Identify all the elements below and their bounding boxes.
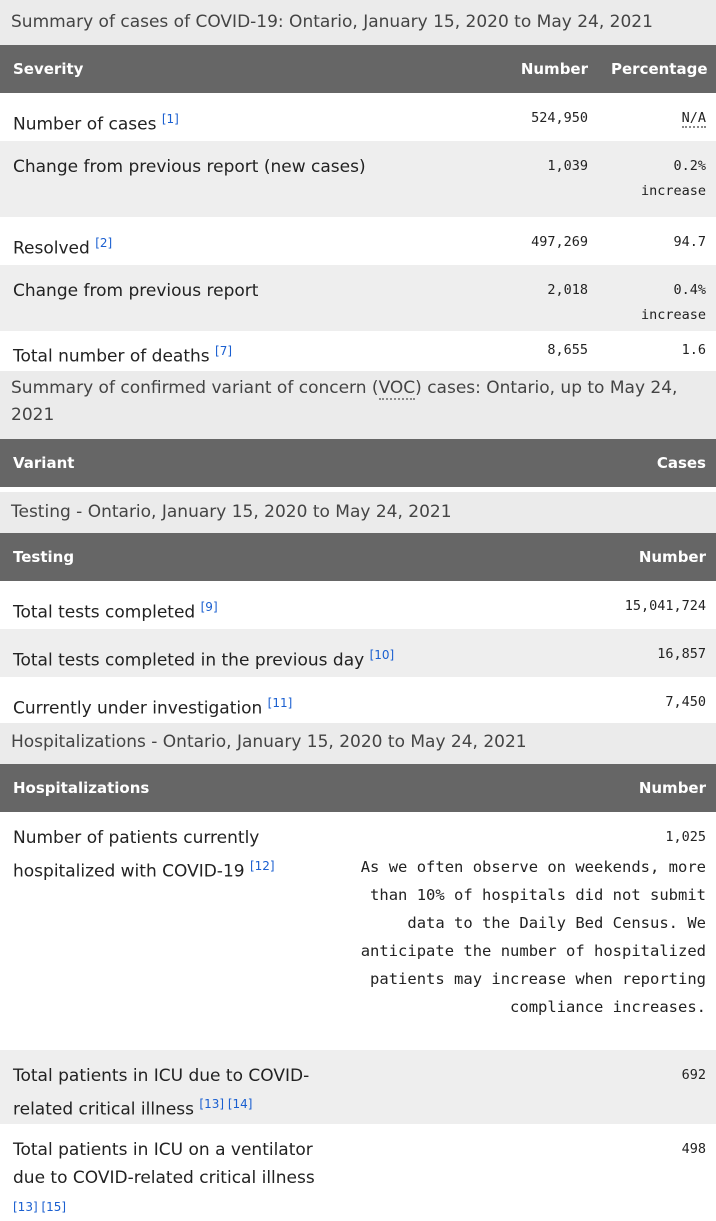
row-label: Number of patients currently hospitalize… (13, 828, 260, 882)
row-label: Resolved (13, 238, 90, 259)
reference-link[interactable]: [13] [14] (199, 1097, 253, 1111)
row-label: Change from previous report (new cases) (0, 141, 488, 217)
col-testing: Testing (0, 533, 556, 581)
table-row: Total tests completed [9] 15,041,724 (0, 581, 716, 629)
col-cases: Cases (358, 439, 716, 487)
table-row: Total tests completed in the previous da… (0, 629, 716, 677)
col-number: Number (330, 764, 716, 812)
row-label: Currently under investigation (13, 698, 263, 719)
table-row: Number of cases [1] 524,950 N/A (0, 93, 716, 141)
table-row: Currently under investigation [11] 7,450 (0, 677, 716, 723)
row-label: Total patients in ICU due to COVID-relat… (13, 1066, 310, 1120)
number-cell: 692 (330, 1050, 716, 1124)
table-row: Resolved [2] 497,269 94.7 (0, 217, 716, 265)
row-label: Total tests completed in the previous da… (13, 650, 365, 671)
col-percentage: Percentage (598, 45, 716, 93)
table-caption: Summary of confirmed variant of concern … (0, 371, 716, 439)
col-number: Number (556, 533, 716, 581)
number-cell: 2,018 (488, 265, 598, 331)
number-cell: 15,041,724 (624, 598, 706, 614)
reference-link[interactable]: [9] (200, 600, 218, 614)
pct-cell: 0.2% (673, 158, 706, 174)
reference-link[interactable]: [2] (95, 236, 113, 250)
testing-table: Testing - Ontario, January 15, 2020 to M… (0, 492, 716, 723)
reference-link[interactable]: [13] [15] (13, 1199, 67, 1214)
number-cell: 1,025 (665, 829, 706, 845)
number-cell: 8,655 (547, 342, 588, 358)
reference-link[interactable]: [10] (369, 648, 395, 662)
voc-abbr: VOC (378, 378, 416, 400)
row-label: Change from previous report (0, 265, 488, 331)
table-caption: Hospitalizations - Ontario, January 15, … (0, 723, 716, 764)
number-cell: 497,269 (531, 234, 588, 250)
table-row: Change from previous report (new cases) 1… (0, 141, 716, 217)
pct-note: increase (640, 183, 706, 199)
number-cell: 16,857 (556, 629, 716, 677)
table-row: Total patients in ICU on a ventilator du… (0, 1124, 716, 1221)
reference-link[interactable]: [12] (249, 859, 275, 873)
pct-cell: 94.7 (673, 234, 706, 250)
table-row: Change from previous report 2,018 0.4% incr… (0, 265, 716, 331)
col-hospitalizations: Hospitalizations (0, 764, 330, 812)
table-caption: Testing - Ontario, January 15, 2020 to M… (0, 492, 716, 533)
table-row: Total number of deaths [7] 8,655 1.6 (0, 331, 716, 371)
row-label: Total tests completed (13, 602, 196, 623)
hospitalization-note: As we often observe on weekends, more th… (360, 858, 706, 1016)
number-cell: 524,950 (531, 110, 588, 126)
reference-link[interactable]: [1] (161, 112, 179, 126)
pct-cell: 0.4% (673, 282, 706, 298)
cases-summary-table: Summary of cases of COVID-19: Ontario, J… (0, 0, 716, 371)
number-cell: 7,450 (665, 694, 706, 710)
row-label: Number of cases (13, 114, 157, 135)
row-label: Total patients in ICU on a ventilator du… (13, 1139, 315, 1188)
table-row: Number of patients currently hospitalize… (0, 812, 716, 1050)
col-severity: Severity (0, 45, 488, 93)
number-cell: 1,039 (488, 141, 598, 217)
reference-link[interactable]: [7] (215, 344, 233, 358)
row-label: Total number of deaths (13, 346, 210, 367)
number-cell: 498 (681, 1140, 706, 1157)
col-number: Number (488, 45, 598, 93)
na-abbr: N/A (681, 110, 706, 128)
pct-cell: 1.6 (681, 342, 706, 358)
col-variant: Variant (0, 439, 358, 487)
hospitalizations-table: Hospitalizations - Ontario, January 15, … (0, 723, 716, 1221)
voc-table: Summary of confirmed variant of concern … (0, 371, 716, 487)
pct-note: increase (640, 307, 706, 323)
table-row: Total patients in ICU due to COVID-relat… (0, 1050, 716, 1124)
table-caption: Summary of cases of COVID-19: Ontario, J… (0, 0, 716, 45)
reference-link[interactable]: [11] (267, 696, 293, 710)
